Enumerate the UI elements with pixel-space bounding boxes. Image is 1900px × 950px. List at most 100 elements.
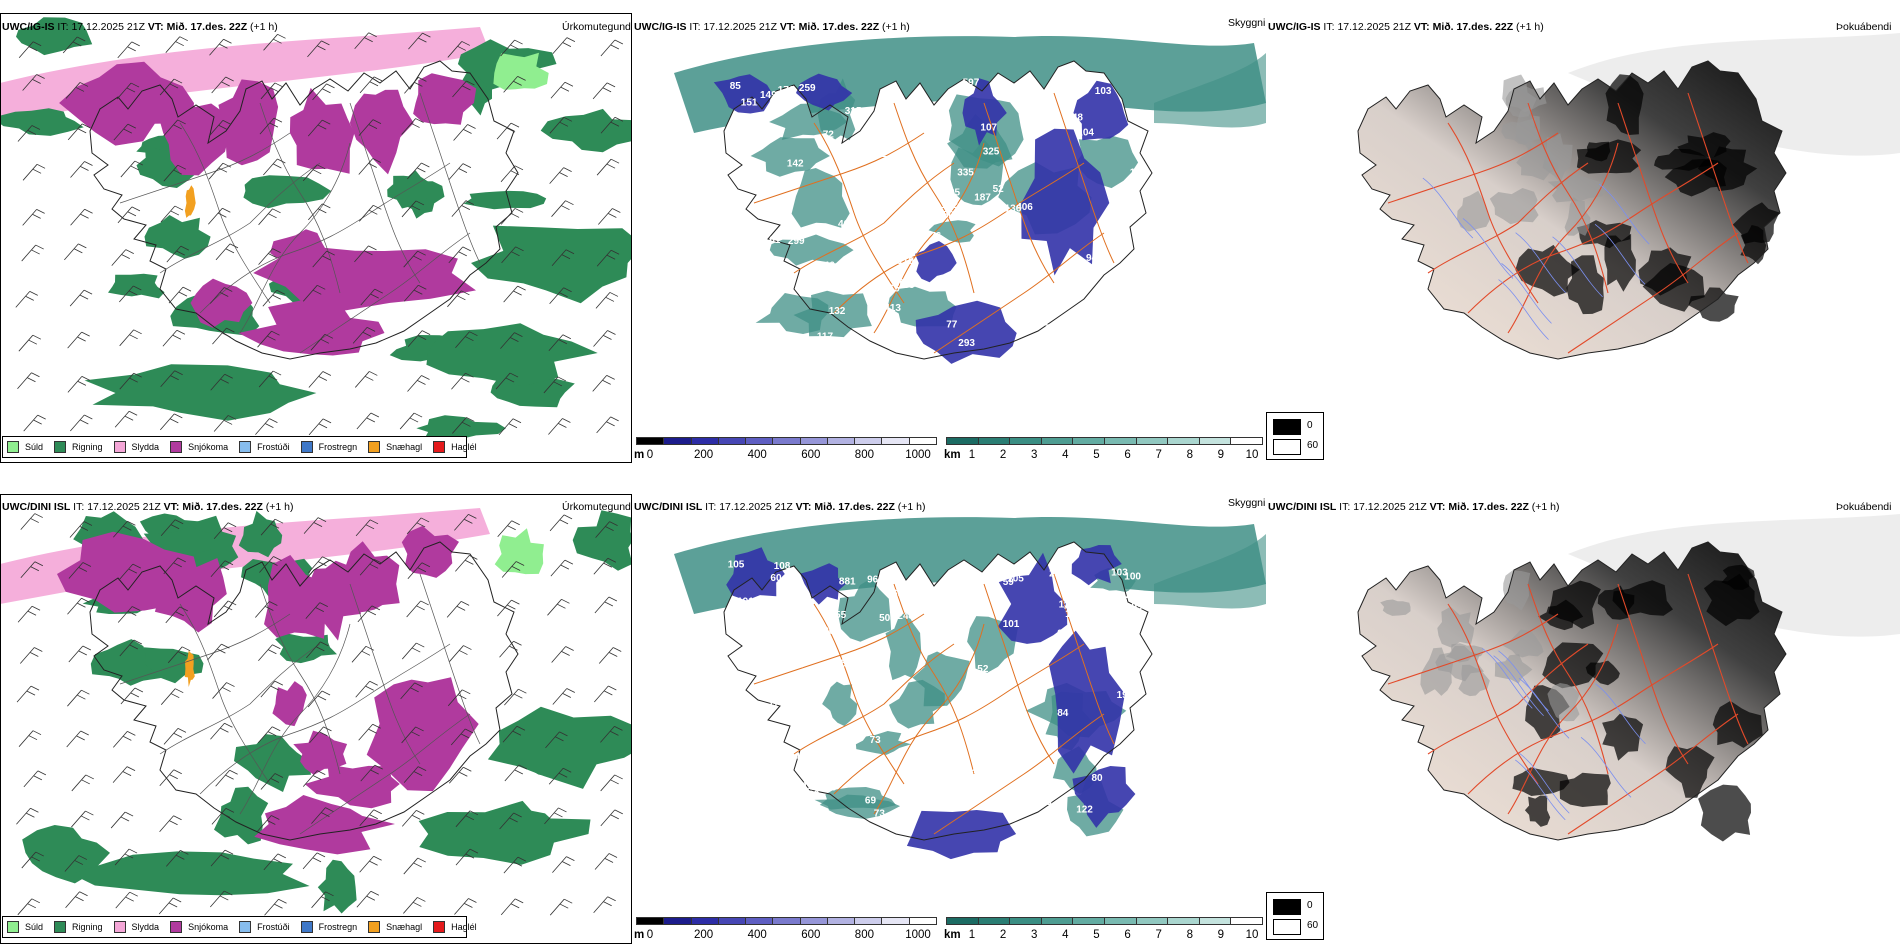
colorbar-segment [690, 437, 719, 445]
colorbar-segment [663, 917, 692, 925]
cloudbase-value: 155 [830, 610, 847, 621]
precip-fields [0, 17, 632, 440]
cloudbase-value: 56 [905, 756, 917, 767]
valid-time-label: VT: [1429, 501, 1446, 513]
visibility-fields [674, 35, 1266, 364]
fog-legend-label: 60 [1307, 440, 1319, 451]
colorbar-segment [799, 917, 828, 925]
colorbar-tick: 6 [1124, 449, 1131, 461]
colorbar-tick: 400 [747, 449, 767, 461]
cloudbase-value: 504 [879, 613, 896, 624]
model-name: UWC/IG-IS [1268, 21, 1321, 33]
colorbar-tick: 7 [1155, 449, 1162, 461]
cloudbase-value: 82 [741, 261, 753, 272]
cloudbase-value: 272 [1033, 318, 1050, 329]
colorbar-tick: 3 [1031, 929, 1038, 941]
legend-label: Snæhagl [386, 442, 423, 452]
colorbar-segment [1040, 437, 1074, 445]
cloudbase-value: 105 [728, 560, 745, 571]
cloudbase-value: 260 [823, 626, 840, 637]
fog-title-top: Þokuábendi [1836, 21, 1892, 33]
cloudbase-value: 187 [1027, 687, 1044, 698]
colorbar-tick: 6 [1124, 929, 1131, 941]
legend-swatch [239, 921, 252, 933]
init-time-label: IT: [57, 21, 69, 33]
cloudbase-value: 545 [841, 658, 858, 669]
fog-legend-label: 0 [1307, 420, 1313, 431]
cloudbase-value: 69 [1006, 90, 1018, 101]
cloudbase-value: 101 [1003, 619, 1020, 630]
cloudbase-value: 85 [730, 81, 742, 92]
legend-item: Frostregn [300, 921, 358, 933]
legend-label: Rigning [72, 442, 103, 452]
fog-map-top [1357, 33, 1900, 360]
colorbar-segment [799, 437, 828, 445]
legend-label: Frostregn [318, 922, 358, 932]
legend-label: Slydda [131, 442, 160, 452]
cloudbase-colorbar-bottom: m 0 200 400 600 800 1000 [634, 917, 938, 943]
colorbar-tick: 0 [646, 929, 654, 941]
colorbar-segment [1072, 437, 1105, 445]
legend-label: Haglél [451, 922, 477, 932]
cloudbase-value: 117 [817, 331, 834, 342]
valid-time-label: VT: [1413, 21, 1430, 33]
colorbar-tick: 600 [801, 929, 821, 941]
legend-swatch [368, 441, 381, 453]
colorbar-segment [977, 437, 1011, 445]
colorbar-tick: 800 [854, 929, 874, 941]
cloudbase-value: 96 [867, 575, 879, 586]
colorbar-segment [636, 437, 665, 445]
cloudbase-value: 182 [794, 591, 811, 602]
colorbar-segment [826, 437, 856, 445]
cloudbase-colorbar-top: m 0 200 400 600 800 1000 [634, 437, 938, 463]
legend-swatch [368, 921, 381, 933]
colorbar-tick: 0 [646, 449, 654, 461]
init-time-label: IT: [689, 21, 701, 33]
legend-swatch [300, 441, 313, 453]
legend-item: Slydda [113, 921, 159, 933]
fog-legend-swatch [1273, 919, 1301, 935]
legend-label: Snjókoma [188, 442, 229, 452]
colorbar-tick: 8 [1186, 929, 1193, 941]
cloudbase-value: 160 [932, 782, 949, 793]
cloudbase-value: 73 [870, 735, 882, 746]
cloudbase-value: 75 [1040, 797, 1052, 808]
colorbar-segment [1135, 917, 1169, 925]
legend-swatch [113, 441, 126, 453]
cloudbase-value: 91 [799, 277, 811, 288]
colorbar-tick: 10 [1245, 929, 1259, 941]
cloudbase-value: 87 [884, 104, 896, 115]
lead-time: (+1 h) [265, 501, 294, 513]
colorbar-segment [1009, 917, 1042, 925]
precip-type-panel-bottom [0, 494, 632, 944]
run-header-bottom-right: UWC/DINI ISL IT: 17.12.2025 21Z VT: Mið.… [1268, 501, 1560, 513]
init-time-value: 17.12.2025 21Z [703, 21, 777, 33]
fog-map-bottom [1357, 514, 1900, 842]
legend-label: Frostúði [257, 922, 290, 932]
cloudbase-value: 52 [977, 664, 989, 675]
colorbar-tick: 2 [999, 929, 1007, 941]
iceland-coastline [723, 541, 1153, 841]
fog-panel-top [1268, 13, 1900, 463]
cloudbase-value: 413 [884, 303, 901, 314]
cloudbase-value: 70 [1144, 810, 1156, 821]
colorbar-tick: 7 [1155, 929, 1162, 941]
colorbar-segment [1230, 437, 1263, 445]
valid-time-value: Mið. 17.des. 22Z [814, 501, 895, 513]
model-name: UWC/IG-IS [2, 21, 55, 33]
cloudbase-value: 94 [1060, 294, 1072, 305]
colorbar-segment [854, 437, 883, 445]
legend-item: Snæhagl [368, 441, 422, 453]
precip-type-panel-top [0, 13, 632, 463]
init-time-value: 17.12.2025 21Z [1337, 21, 1411, 33]
cloudbase-value: 136 [1005, 203, 1022, 214]
cloudbase-value: 325 [983, 147, 1000, 158]
colorbar-segment [881, 917, 910, 925]
valid-time-value: Mið. 17.des. 22Z [166, 21, 248, 33]
legend-label: Haglél [451, 442, 477, 452]
cloudbase-value: 137 [1059, 600, 1076, 611]
cloudbase-value: 78 [793, 659, 805, 670]
run-header-bottom-left: UWC/DINI ISL IT: 17.12.2025 21Z VT: Mið.… [2, 501, 294, 513]
model-name: UWC/DINI ISL [2, 501, 71, 513]
